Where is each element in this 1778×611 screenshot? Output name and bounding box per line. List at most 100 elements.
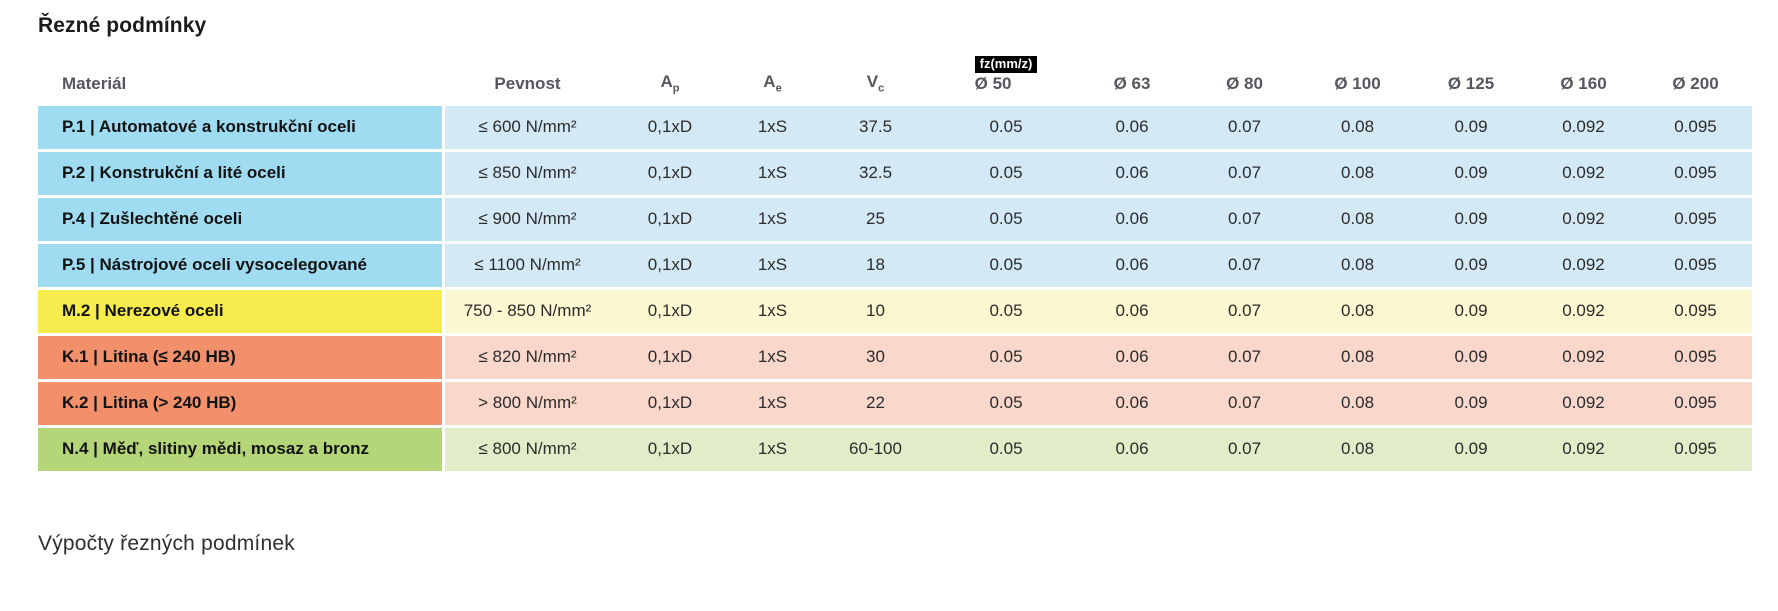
column-header-diameter-63: Ø 63 <box>1113 73 1151 93</box>
column-header-diameter-50: fz(mm/z) Ø 50 <box>936 53 1076 103</box>
ap-cell: 0,1xD <box>610 243 730 287</box>
fz-cell: 0.08 <box>1301 381 1414 425</box>
fz-cell: 0.09 <box>1414 381 1528 425</box>
fz-cell: 0.05 <box>936 381 1076 425</box>
fz-cell: 0.09 <box>1414 289 1528 333</box>
fz-cell: 0.06 <box>1076 243 1188 287</box>
vc-cell: 25 <box>815 197 936 241</box>
strength-cell: > 800 N/mm² <box>445 381 610 425</box>
ap-cell: 0,1xD <box>610 381 730 425</box>
ap-cell: 0,1xD <box>610 197 730 241</box>
fz-cell: 0.08 <box>1301 289 1414 333</box>
diameter-50-label: Ø 50 <box>974 74 1012 94</box>
fz-cell: 0.095 <box>1639 243 1752 287</box>
fz-cell: 0.08 <box>1301 335 1414 379</box>
fz-cell: 0.05 <box>936 197 1076 241</box>
fz-cell: 0.06 <box>1076 151 1188 195</box>
fz-cell: 0.092 <box>1528 197 1639 241</box>
table-row: P.1 | Automatové a konstrukční oceli ≤ 6… <box>38 105 1752 149</box>
column-header-vc: Vc <box>866 71 885 94</box>
fz-cell: 0.092 <box>1528 427 1639 471</box>
fz-unit-badge: fz(mm/z) <box>974 56 1038 74</box>
fz-cell: 0.07 <box>1188 427 1301 471</box>
material-cell: P.5 | Nástrojové oceli vysocelegované <box>38 243 445 287</box>
strength-cell: ≤ 900 N/mm² <box>445 197 610 241</box>
fz-cell: 0.07 <box>1188 335 1301 379</box>
material-cell: P.4 | Zušlechtěné oceli <box>38 197 445 241</box>
fz-cell: 0.06 <box>1076 289 1188 333</box>
fz-cell: 0.05 <box>936 243 1076 287</box>
vc-cell: 37.5 <box>815 105 936 149</box>
fz-cell: 0.092 <box>1528 381 1639 425</box>
fz-cell: 0.095 <box>1639 289 1752 333</box>
fz-cell: 0.05 <box>936 427 1076 471</box>
cutting-conditions-page: Řezné podmínky Materiál Pevnost Ap Ae Vc… <box>38 14 1752 555</box>
vc-cell: 32.5 <box>815 151 936 195</box>
fz-cell: 0.092 <box>1528 335 1639 379</box>
fz-cell: 0.08 <box>1301 427 1414 471</box>
fz-cell: 0.092 <box>1528 243 1639 287</box>
table-row: K.1 | Litina (≤ 240 HB) ≤ 820 N/mm² 0,1x… <box>38 335 1752 379</box>
fz-cell: 0.095 <box>1639 105 1752 149</box>
strength-cell: ≤ 800 N/mm² <box>445 427 610 471</box>
column-header-diameter-125: Ø 125 <box>1447 73 1495 93</box>
vc-cell: 30 <box>815 335 936 379</box>
column-header-strength: Pevnost <box>494 73 561 93</box>
cutting-conditions-table: Materiál Pevnost Ap Ae Vc fz(mm/z) Ø 50 … <box>38 50 1752 474</box>
column-header-diameter-160: Ø 160 <box>1560 73 1607 93</box>
table-row: P.2 | Konstrukční a lité oceli ≤ 850 N/m… <box>38 151 1752 195</box>
ae-cell: 1xS <box>730 381 815 425</box>
table-row: P.4 | Zušlechtěné oceli ≤ 900 N/mm² 0,1x… <box>38 197 1752 241</box>
ae-cell: 1xS <box>730 289 815 333</box>
table-row: M.2 | Nerezové oceli 750 - 850 N/mm² 0,1… <box>38 289 1752 333</box>
fz-cell: 0.05 <box>936 289 1076 333</box>
vc-cell: 60-100 <box>815 427 936 471</box>
ae-cell: 1xS <box>730 151 815 195</box>
fz-cell: 0.09 <box>1414 427 1528 471</box>
fz-cell: 0.07 <box>1188 243 1301 287</box>
section-heading-calculations: Výpočty řezných podmínek <box>38 531 295 555</box>
fz-cell: 0.05 <box>936 151 1076 195</box>
fz-cell: 0.09 <box>1414 105 1528 149</box>
strength-cell: ≤ 850 N/mm² <box>445 151 610 195</box>
material-cell: P.1 | Automatové a konstrukční oceli <box>38 105 445 149</box>
vc-cell: 10 <box>815 289 936 333</box>
material-cell: P.2 | Konstrukční a lité oceli <box>38 151 445 195</box>
ae-cell: 1xS <box>730 243 815 287</box>
ae-cell: 1xS <box>730 427 815 471</box>
table-row: K.2 | Litina (> 240 HB) > 800 N/mm² 0,1x… <box>38 381 1752 425</box>
ap-cell: 0,1xD <box>610 335 730 379</box>
ap-cell: 0,1xD <box>610 427 730 471</box>
fz-cell: 0.09 <box>1414 197 1528 241</box>
fz-cell: 0.092 <box>1528 105 1639 149</box>
fz-cell: 0.07 <box>1188 151 1301 195</box>
fz-cell: 0.095 <box>1639 197 1752 241</box>
page-title: Řezné podmínky <box>38 14 207 37</box>
strength-cell: ≤ 1100 N/mm² <box>445 243 610 287</box>
fz-cell: 0.095 <box>1639 335 1752 379</box>
fz-cell: 0.07 <box>1188 289 1301 333</box>
fz-cell: 0.05 <box>936 335 1076 379</box>
fz-cell: 0.05 <box>936 105 1076 149</box>
table-header-row: Materiál Pevnost Ap Ae Vc fz(mm/z) Ø 50 … <box>38 53 1752 103</box>
ae-cell: 1xS <box>730 335 815 379</box>
column-header-ap: Ap <box>660 71 680 94</box>
column-header-diameter-100: Ø 100 <box>1334 73 1381 93</box>
table-row: P.5 | Nástrojové oceli vysocelegované ≤ … <box>38 243 1752 287</box>
fz-cell: 0.06 <box>1076 105 1188 149</box>
fz-cell: 0.08 <box>1301 243 1414 287</box>
fz-cell: 0.08 <box>1301 105 1414 149</box>
table-row: N.4 | Měď, slitiny mědi, mosaz a bronz ≤… <box>38 427 1752 471</box>
fz-cell: 0.07 <box>1188 381 1301 425</box>
strength-cell: ≤ 600 N/mm² <box>445 105 610 149</box>
ae-cell: 1xS <box>730 197 815 241</box>
ap-cell: 0,1xD <box>610 151 730 195</box>
ap-cell: 0,1xD <box>610 105 730 149</box>
material-cell: N.4 | Měď, slitiny mědi, mosaz a bronz <box>38 427 445 471</box>
fz-cell: 0.08 <box>1301 151 1414 195</box>
column-header-diameter-80: Ø 80 <box>1226 73 1263 93</box>
fz-cell: 0.09 <box>1414 243 1528 287</box>
strength-cell: 750 - 850 N/mm² <box>445 289 610 333</box>
fz-cell: 0.09 <box>1414 335 1528 379</box>
column-header-material: Materiál <box>62 73 127 93</box>
